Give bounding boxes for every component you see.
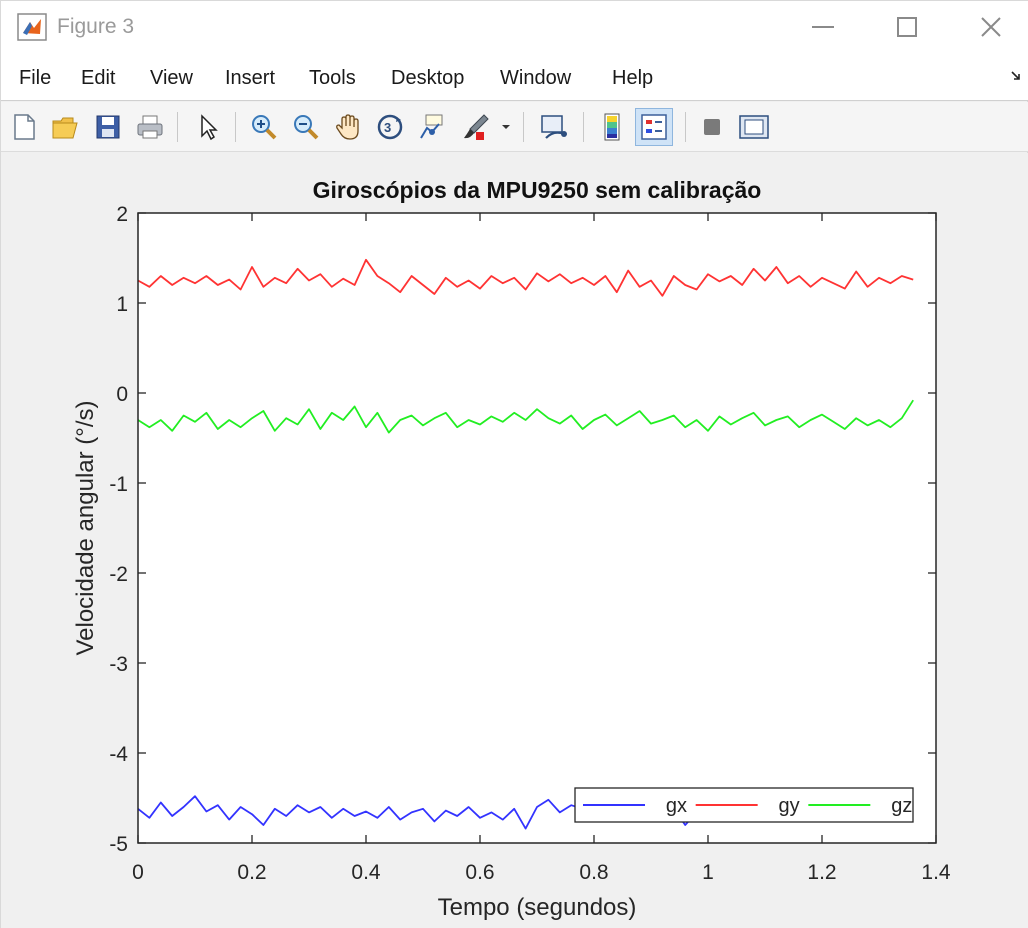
x-tick-label: 1 (702, 861, 714, 884)
y-axis-label: Velocidade angular (°/s) (72, 400, 99, 655)
y-tick-label: -3 (109, 653, 128, 676)
brush-dropdown-icon[interactable] (495, 108, 517, 146)
menu-file[interactable]: File (19, 67, 52, 89)
toolbar-separator (177, 112, 178, 142)
x-tick-label: 0.8 (579, 861, 608, 884)
legend[interactable]: gx gy gz (574, 787, 914, 823)
pan-hand-icon[interactable] (329, 108, 367, 146)
chart-title: Giroscópios da MPU9250 sem calibração (313, 177, 762, 203)
menu-edit[interactable]: Edit (81, 67, 116, 89)
show-plot-tools-icon[interactable] (735, 108, 773, 146)
open-file-icon[interactable] (47, 108, 85, 146)
x-axis-label: Tempo (segundos) (438, 894, 637, 921)
window-title: Figure 3 (57, 15, 135, 38)
dock-arrow-icon[interactable] (1011, 69, 1023, 87)
matlab-app-icon (17, 13, 47, 41)
menu-desktop[interactable]: Desktop (391, 67, 465, 89)
brush-icon[interactable] (457, 108, 495, 146)
figure-toolbar: 3 (1, 102, 1028, 152)
y-tick-label: 0 (116, 383, 128, 406)
x-tick-label: 1.4 (921, 861, 951, 884)
menu-help[interactable]: Help (612, 67, 654, 89)
minimize-button[interactable] (793, 5, 853, 49)
toolbar-separator (523, 112, 524, 142)
x-tick-label: 0.4 (351, 861, 381, 884)
link-plot-icon[interactable] (535, 108, 573, 146)
toolbar-separator (235, 112, 236, 142)
plot-svg: Giroscópios da MPU9250 sem calibração 0 0… (72, 177, 951, 921)
x-tick-label: 1.2 (807, 861, 836, 884)
x-tick-label: 0.6 (465, 861, 494, 884)
pointer-icon[interactable] (189, 108, 227, 146)
legend-label-gy: gy (779, 795, 800, 817)
zoom-in-icon[interactable] (245, 108, 283, 146)
x-tick-label: 0 (132, 861, 144, 884)
y-tick-label: 1 (116, 293, 128, 316)
close-button[interactable] (961, 5, 1021, 49)
figure-canvas: Giroscópios da MPU9250 sem calibração 0 0… (1, 153, 1028, 928)
toolbar-separator (685, 112, 686, 142)
new-figure-icon[interactable] (5, 108, 43, 146)
legend-label-gz: gz (891, 795, 912, 817)
menu-tools[interactable]: Tools (309, 67, 356, 89)
y-tick-label: -2 (109, 563, 128, 586)
menu-bar: File Edit View Insert Tools Desktop Wind… (1, 55, 1028, 101)
svg-text:3: 3 (384, 120, 391, 135)
series-line-gy (137, 258, 914, 297)
maximize-button[interactable] (877, 5, 937, 49)
toolbar-separator (583, 112, 584, 142)
y-tick-label: -1 (109, 473, 128, 496)
hide-plot-tools-icon[interactable] (693, 108, 731, 146)
y-tick-label: -4 (109, 743, 128, 766)
x-tick-label: 0.2 (237, 861, 266, 884)
save-icon[interactable] (89, 108, 127, 146)
title-bar: Figure 3 (1, 1, 1028, 55)
series-line-gz (137, 399, 914, 434)
menu-view[interactable]: View (150, 67, 193, 89)
y-tick-label: 2 (116, 203, 128, 226)
legend-label-gx: gx (666, 795, 687, 817)
axes-box (137, 212, 937, 844)
colorbar-icon[interactable] (593, 108, 631, 146)
legend-icon[interactable] (635, 108, 673, 146)
print-icon[interactable] (131, 108, 169, 146)
plot-area (138, 213, 936, 843)
data-cursor-icon[interactable] (413, 108, 451, 146)
y-tick-label: -5 (109, 833, 128, 856)
zoom-out-icon[interactable] (287, 108, 325, 146)
rotate-3d-icon[interactable]: 3 (371, 108, 409, 146)
menu-window[interactable]: Window (500, 67, 572, 89)
menu-insert[interactable]: Insert (225, 67, 276, 89)
